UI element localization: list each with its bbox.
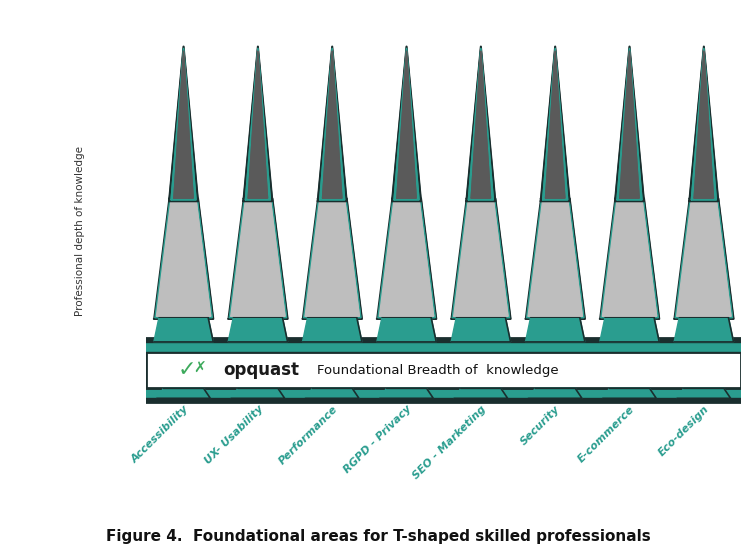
Polygon shape: [155, 199, 212, 317]
Polygon shape: [525, 317, 585, 342]
Polygon shape: [380, 388, 433, 398]
Polygon shape: [376, 317, 436, 342]
Polygon shape: [246, 48, 271, 200]
Text: Foundational Breadth of  knowledge: Foundational Breadth of knowledge: [318, 364, 559, 377]
Polygon shape: [469, 48, 494, 200]
Text: Figure 4.  Foundational areas for T-shaped skilled professionals: Figure 4. Foundational areas for T-shape…: [106, 529, 650, 544]
Polygon shape: [156, 201, 211, 316]
Polygon shape: [454, 388, 507, 398]
Text: Security: Security: [519, 404, 562, 447]
Polygon shape: [323, 51, 342, 198]
Polygon shape: [394, 48, 419, 200]
Polygon shape: [156, 388, 210, 398]
Polygon shape: [451, 199, 510, 319]
Bar: [143, 342, 745, 352]
Polygon shape: [228, 199, 287, 319]
Polygon shape: [304, 199, 361, 317]
Text: ✗: ✗: [194, 361, 206, 376]
Text: Eco-design: Eco-design: [657, 404, 711, 458]
Polygon shape: [471, 51, 491, 198]
Polygon shape: [525, 199, 585, 319]
Polygon shape: [174, 51, 194, 198]
Polygon shape: [541, 47, 570, 201]
Polygon shape: [615, 47, 644, 201]
Polygon shape: [153, 317, 213, 342]
Polygon shape: [305, 201, 359, 316]
Text: Performance: Performance: [277, 404, 339, 466]
Polygon shape: [691, 48, 717, 200]
Polygon shape: [452, 199, 510, 317]
Polygon shape: [302, 199, 362, 319]
Polygon shape: [451, 317, 510, 342]
Polygon shape: [694, 51, 714, 198]
Polygon shape: [153, 199, 213, 319]
Polygon shape: [527, 199, 584, 317]
Polygon shape: [305, 388, 359, 398]
Polygon shape: [228, 317, 287, 342]
Polygon shape: [171, 48, 196, 200]
Polygon shape: [600, 199, 659, 319]
Polygon shape: [528, 201, 582, 316]
Polygon shape: [243, 47, 272, 201]
Text: RGPD - Privacy: RGPD - Privacy: [342, 404, 414, 475]
Text: E-commerce: E-commerce: [576, 404, 637, 464]
Polygon shape: [466, 47, 495, 201]
Polygon shape: [603, 388, 656, 398]
Polygon shape: [231, 388, 285, 398]
Polygon shape: [454, 201, 508, 316]
Polygon shape: [231, 201, 285, 316]
Polygon shape: [674, 317, 733, 342]
Text: Accessibility: Accessibility: [129, 404, 191, 465]
Polygon shape: [229, 199, 287, 317]
Polygon shape: [528, 388, 582, 398]
Polygon shape: [677, 201, 731, 316]
Polygon shape: [397, 51, 417, 198]
Polygon shape: [320, 48, 345, 200]
Polygon shape: [380, 201, 434, 316]
Polygon shape: [601, 199, 658, 317]
Text: UX- Usability: UX- Usability: [203, 404, 265, 466]
Text: ✓: ✓: [178, 360, 197, 380]
Bar: [147, 352, 741, 388]
Text: SEO - Marketing: SEO - Marketing: [411, 404, 488, 481]
Polygon shape: [675, 199, 733, 317]
Polygon shape: [392, 47, 421, 201]
Polygon shape: [302, 317, 362, 342]
Polygon shape: [248, 51, 268, 198]
Polygon shape: [318, 47, 347, 201]
Polygon shape: [546, 51, 565, 198]
Polygon shape: [677, 388, 730, 398]
Polygon shape: [600, 317, 659, 342]
Polygon shape: [603, 201, 657, 316]
Polygon shape: [674, 199, 733, 319]
Text: opquast: opquast: [224, 361, 299, 379]
Bar: [141, 338, 747, 402]
Polygon shape: [378, 199, 435, 317]
Polygon shape: [689, 47, 718, 201]
Text: Professional depth of knowledge: Professional depth of knowledge: [75, 147, 85, 316]
Polygon shape: [169, 47, 198, 201]
Polygon shape: [620, 51, 639, 198]
Polygon shape: [376, 199, 436, 319]
Polygon shape: [543, 48, 568, 200]
Bar: [143, 388, 745, 398]
Polygon shape: [617, 48, 642, 200]
